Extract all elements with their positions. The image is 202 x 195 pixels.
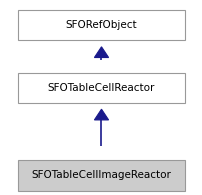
- FancyBboxPatch shape: [18, 73, 184, 103]
- Polygon shape: [94, 47, 108, 58]
- FancyBboxPatch shape: [18, 160, 184, 191]
- Text: SFORefObject: SFORefObject: [65, 20, 137, 30]
- Polygon shape: [94, 109, 108, 120]
- Text: SFOTableCellReactor: SFOTableCellReactor: [48, 83, 154, 93]
- Text: SFOTableCellImageReactor: SFOTableCellImageReactor: [31, 170, 171, 181]
- FancyBboxPatch shape: [18, 10, 184, 41]
